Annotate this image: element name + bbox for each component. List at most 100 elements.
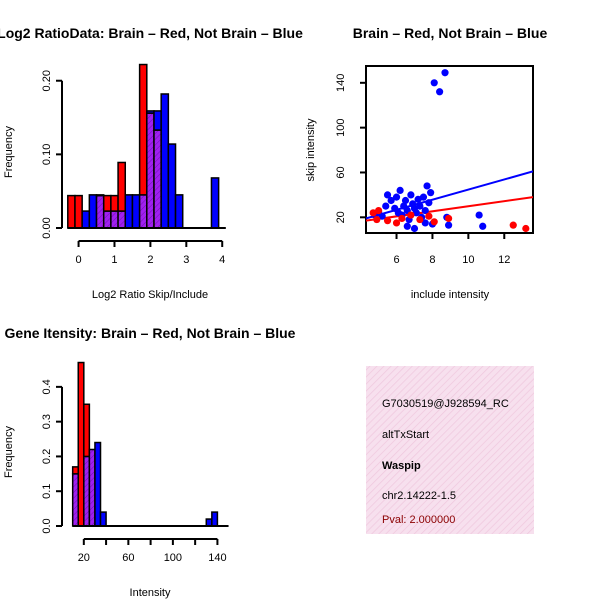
x-tick-label: 6 [393, 254, 399, 266]
brain-bar [117, 161, 127, 212]
not-brain-bar [167, 143, 177, 229]
not-brain-bar [131, 194, 141, 229]
y-tick-label: 20 [335, 211, 347, 223]
chart-title: Brain – Red, Not Brain – Blue [353, 25, 548, 41]
y-tick-label: 0.20 [41, 70, 53, 91]
not-brain-bar [210, 177, 220, 229]
y-axis-label: Frequency [3, 426, 15, 478]
x-axis-label: Intensity [130, 587, 171, 599]
not-brain-point [425, 199, 433, 207]
not-brain-bar [88, 194, 98, 229]
not-brain-point [392, 193, 401, 201]
event-id: G7030519@J928594_RC [382, 398, 509, 410]
histogram-bars [71, 361, 229, 527]
brain-point [445, 214, 453, 223]
y-tick-label: 0.1 [41, 484, 53, 499]
gene-intensity-histogram: Gene Itensity: Brain – Red, Not Brain – … [3, 325, 296, 599]
brain-point [398, 214, 406, 223]
x-tick-label: 2 [147, 254, 153, 266]
y-tick-label: 0.4 [41, 379, 53, 394]
y-tick-label: 100 [335, 118, 347, 136]
not-brain-bar [211, 511, 219, 527]
not-brain-point [382, 202, 390, 210]
brain-point [416, 215, 424, 224]
x-axis-label: Log2 Ratio Skip/Include [92, 289, 208, 301]
y-tick-label: 140 [335, 74, 347, 92]
brain-bar [138, 63, 148, 196]
brain-point [383, 217, 392, 225]
method-name: Waspip [382, 460, 421, 472]
axes: 20 60 100 140 0.0 0.1 0.2 0.3 0.4 [41, 379, 227, 564]
genomic-location: chr2.14222-1.5 [382, 490, 456, 502]
overlap-bar [110, 210, 119, 229]
brain-point [392, 219, 401, 227]
overlap-bar [95, 194, 105, 229]
x-tick-label: 8 [429, 254, 435, 266]
not-brain-point [416, 202, 424, 210]
brain-point [509, 221, 517, 229]
brain-bar [110, 194, 119, 212]
not-brain-bar [81, 210, 91, 229]
brain-bar [77, 361, 85, 527]
not-brain-point [396, 186, 404, 195]
not-brain-point [412, 209, 420, 217]
not-brain-bar [94, 441, 102, 527]
x-tick-label: 3 [183, 254, 189, 266]
brain-bar [71, 466, 79, 475]
not-brain-point [445, 221, 453, 229]
not-brain-point [421, 219, 429, 227]
not-brain-point [419, 193, 428, 201]
not-brain-bar [160, 93, 170, 229]
not-brain-point [436, 88, 444, 96]
y-tick-label: 0.0 [41, 518, 53, 533]
x-tick-label: 60 [122, 552, 134, 564]
y-tick-label: 0.10 [41, 144, 53, 165]
p-value: Pval: 2.000000 [382, 514, 455, 526]
scatter-points [369, 69, 530, 233]
brain-bar [67, 194, 76, 229]
not-brain-bar [99, 511, 107, 527]
y-axis-label: Frequency [3, 126, 15, 178]
event-type: altTxStart [382, 429, 429, 441]
brain-point [425, 212, 433, 220]
not-brain-bar [174, 194, 184, 229]
brain-fit-line [366, 196, 533, 222]
brain-point [522, 224, 530, 233]
not-brain-point [441, 69, 449, 77]
not-brain-bar [205, 518, 213, 527]
x-tick-label: 100 [164, 552, 182, 564]
event-info-panel: G7030519@J928594_RC altTxStart Waspip ch… [366, 366, 534, 534]
not-brain-point [410, 224, 419, 233]
brain-point [374, 206, 383, 215]
brain-point [407, 211, 415, 219]
x-axis-label: include intensity [411, 289, 490, 301]
x-tick-label: 4 [219, 254, 225, 266]
overlap-bar [83, 455, 91, 527]
axes: 6 8 10 12 20 60 100 140 [335, 74, 510, 266]
not-brain-point [421, 206, 429, 215]
y-tick-label: 60 [335, 166, 347, 178]
not-brain-point [407, 191, 415, 199]
overlap-bar [71, 473, 79, 527]
not-brain-point [475, 211, 483, 219]
not-brain-point [387, 196, 395, 205]
y-tick-label: 0.2 [41, 449, 53, 464]
x-tick-label: 1 [111, 254, 117, 266]
chart-title: Gene Itensity: Brain – Red, Not Brain – … [5, 325, 296, 341]
overlap-bar [117, 210, 127, 229]
plot-frame [365, 65, 534, 234]
x-tick-label: 10 [462, 254, 474, 266]
brain-point [373, 215, 381, 224]
histogram-bars [67, 63, 226, 229]
not-brain-point [423, 182, 431, 190]
brain-bar [102, 194, 112, 212]
x-tick-label: 12 [498, 254, 510, 266]
x-tick-label: 140 [208, 552, 226, 564]
intensity-scatter-plot: Brain – Red, Not Brain – Blue 6 8 10 12 20 60… [305, 25, 547, 301]
brain-bar [83, 403, 91, 458]
info-panel-background [366, 366, 534, 534]
axes: 0 1 2 3 4 0.00 0.10 0.20 [41, 70, 225, 266]
overlap-bar [153, 129, 162, 229]
not-brain-point [383, 191, 392, 199]
